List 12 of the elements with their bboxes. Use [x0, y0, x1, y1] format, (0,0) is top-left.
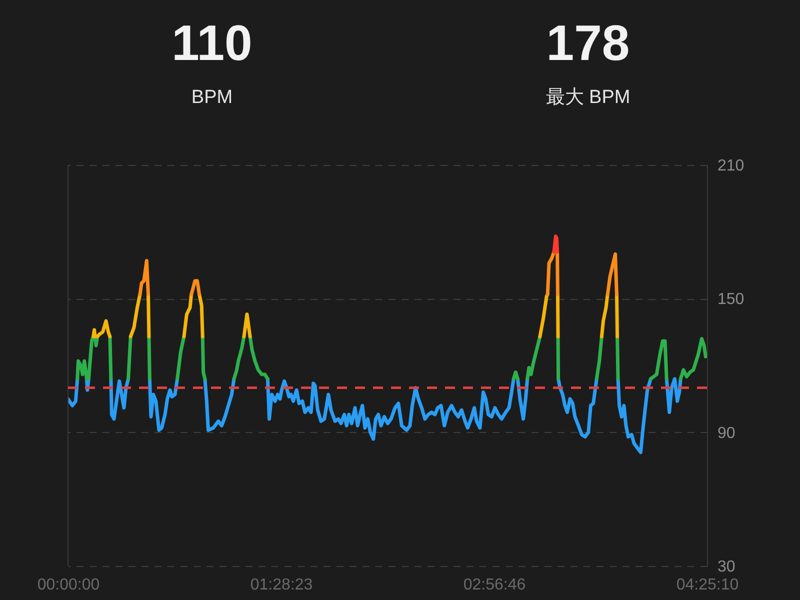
x-tick-label: 01:28:23 [250, 576, 313, 594]
text: 110 [172, 15, 252, 71]
text: 最大 BPM [546, 87, 630, 108]
y-tick-label: 150 [718, 291, 744, 308]
text: 178 [546, 15, 630, 71]
y-tick-label: 90 [718, 424, 736, 442]
x-tick-label: 02:56:46 [463, 576, 526, 594]
x-tick-label: 00:00:00 [37, 576, 100, 594]
y-tick-label: 210 [718, 158, 744, 174]
text: BPM [191, 87, 233, 108]
x-tick-label: 04:25:10 [676, 576, 739, 594]
y-tick-label: 30 [718, 558, 736, 576]
